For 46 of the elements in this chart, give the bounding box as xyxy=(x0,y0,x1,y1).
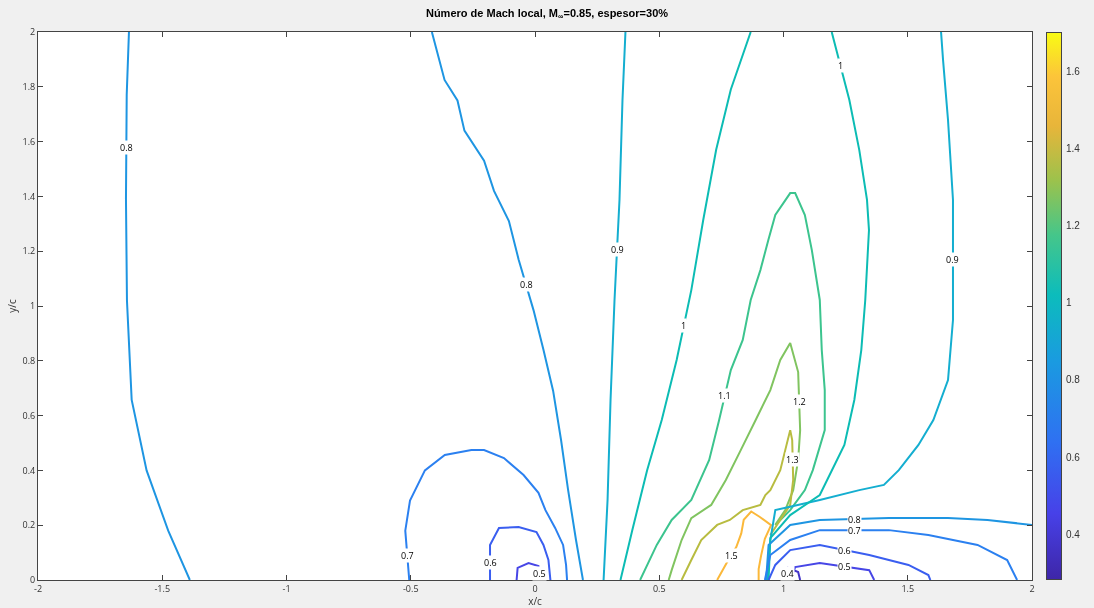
series-label: 1.2 xyxy=(793,395,806,408)
series-label: 1.1 xyxy=(718,389,731,402)
series-label: 0.5 xyxy=(838,560,851,573)
series-label: 0.9 xyxy=(946,253,959,266)
chart-title: Número de Mach local, M$_{∞}$=0.85, espesor=30% xyxy=(425,6,669,22)
series-label: 0.6 xyxy=(838,544,851,557)
y-tick-label: 0.4 xyxy=(22,463,36,477)
series-label: 0.7 xyxy=(848,524,861,537)
y-tick-label: 1.6 xyxy=(22,134,36,148)
color-bar-label: 0.6 xyxy=(1066,451,1080,462)
series-label: 0.5 xyxy=(533,567,546,580)
color-bar-label: 0.4 xyxy=(1066,528,1080,540)
x-tick-label: 0 xyxy=(532,581,538,595)
series-label: 1 xyxy=(681,319,687,332)
color-bar-label: 1.6 xyxy=(1066,65,1080,77)
y-tick-label: 1.4 xyxy=(22,189,36,203)
series-label: 1 xyxy=(838,59,844,72)
series-label: 0.9 xyxy=(611,243,624,256)
series-label: 0.7 xyxy=(401,549,414,562)
x-tick-label: 1 xyxy=(780,581,787,595)
series-label: 0.6 xyxy=(484,556,497,569)
x-tick-label: 2 xyxy=(1029,581,1035,595)
x-tick-label: -1 xyxy=(282,581,291,595)
y-tick-label: 0.2 xyxy=(22,518,36,532)
x-tick-label: 1.5 xyxy=(901,581,915,595)
x-tick-label: -1.5 xyxy=(154,581,171,595)
y-tick-label: 1 xyxy=(30,299,36,313)
y-tick-label: 1.8 xyxy=(22,79,36,93)
y-tick-label: 0.8 xyxy=(22,353,36,367)
y-tick-label: 2 xyxy=(30,25,36,39)
series-label: 0.8 xyxy=(120,141,133,154)
color-bar-label: 0.8 xyxy=(1066,373,1080,385)
series-label: 1.5 xyxy=(725,549,738,562)
series-label: 0.4 xyxy=(781,567,794,580)
series-label: 0.8 xyxy=(848,513,861,526)
series-label: 1.3 xyxy=(786,453,799,466)
y-tick-label: 1.2 xyxy=(22,244,36,258)
y-axis-title: y/c xyxy=(4,299,19,313)
x-axis-title: x/c xyxy=(528,594,543,608)
color-bar-label: 1.4 xyxy=(1066,142,1080,154)
color-bar-label: 1 xyxy=(1066,296,1072,308)
x-tick-label: 0.5 xyxy=(652,581,666,595)
color-bar-label: 1.2 xyxy=(1066,219,1080,231)
x-tick-label: -0.5 xyxy=(402,581,419,595)
y-tick-label: 0.6 xyxy=(22,408,36,422)
series-label: 0.8 xyxy=(520,278,533,291)
